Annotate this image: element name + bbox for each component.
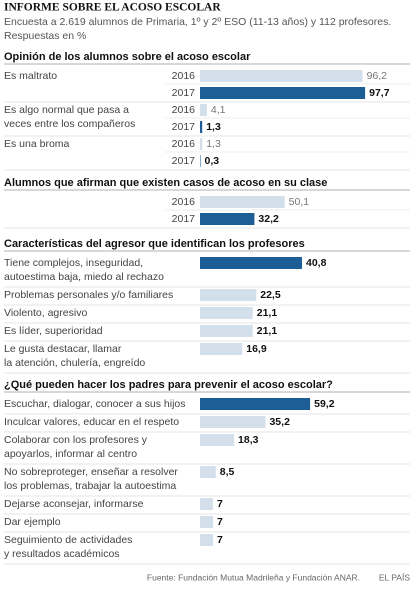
bar <box>200 398 311 410</box>
category-label: y resultados académicos <box>4 548 120 560</box>
value-label: 7 <box>217 516 223 528</box>
bar <box>200 257 302 269</box>
category-label: Tiene complejos, inseguridad, <box>4 257 143 269</box>
category-label: apoyarlos, informar al centro <box>4 448 137 460</box>
bar <box>200 534 214 546</box>
value-label: 7 <box>217 498 223 510</box>
value-label: 21,1 <box>257 307 278 319</box>
category-label: Le gusta destacar, llamar <box>4 343 122 355</box>
category-label: Seguimiento de actividades <box>4 534 132 546</box>
value-label: 59,2 <box>314 398 335 410</box>
credit: EL PAÍS <box>379 572 411 582</box>
year-label: 2017 <box>172 87 196 99</box>
section-title: Alumnos que afirman que existen casos de… <box>4 177 327 189</box>
value-label: 22,5 <box>260 289 281 301</box>
source: Fuente: Fundación Mutua Madrileña y Fund… <box>147 572 360 582</box>
category-label: autoestima baja, miedo al rechazo <box>4 271 164 283</box>
bar <box>200 138 203 150</box>
subtitle: Encuesta a 2.619 alumnos de Primaria, 1º… <box>4 16 391 28</box>
bar <box>200 498 214 510</box>
bar <box>200 434 235 446</box>
value-label: 4,1 <box>211 104 226 116</box>
bar <box>200 87 366 99</box>
value-label: 7 <box>217 534 223 546</box>
bar <box>200 213 255 225</box>
value-label: 32,2 <box>258 213 279 225</box>
value-label: 16,9 <box>246 343 267 355</box>
bar <box>200 104 207 116</box>
bar <box>200 325 253 337</box>
category-label: Colaborar con los profesores y <box>4 434 148 446</box>
year-label: 2017 <box>172 121 196 133</box>
bar <box>200 70 363 82</box>
year-label: 2016 <box>172 196 196 208</box>
year-label: 2016 <box>172 138 196 150</box>
value-label: 0,3 <box>205 155 220 167</box>
category-label: Es una broma <box>4 138 70 150</box>
year-label: 2017 <box>172 213 196 225</box>
category-label: Inculcar valores, educar en el respeto <box>4 416 179 428</box>
category-label: Problemas personales y/o familiares <box>4 289 173 301</box>
year-label: 2016 <box>172 70 196 82</box>
bar <box>200 343 243 355</box>
section-title: ¿Qué pueden hacer los padres para preven… <box>4 379 333 391</box>
bar <box>200 196 285 208</box>
category-label: los problemas, trabajar la autoestima <box>4 480 176 492</box>
section-title: Opinión de los alumnos sobre el acoso es… <box>4 51 251 63</box>
value-label: 21,1 <box>257 325 278 337</box>
value-label: 1,3 <box>206 121 221 133</box>
value-label: 1,3 <box>206 138 221 150</box>
value-label: 8,5 <box>220 466 235 478</box>
bar <box>200 289 257 301</box>
category-label: Escuchar, dialogar, conocer a sus hijos <box>4 398 186 410</box>
category-label: Dejarse aconsejar, informarse <box>4 498 144 510</box>
bar <box>200 121 203 133</box>
section-title: Características del agresor que identifi… <box>4 238 305 250</box>
bar <box>200 516 214 528</box>
category-label: Dar ejemplo <box>4 516 61 528</box>
bar <box>200 416 266 428</box>
value-label: 40,8 <box>306 257 327 269</box>
value-label: 97,7 <box>369 87 390 99</box>
category-label: Es líder, superioridad <box>4 325 103 337</box>
value-label: 50,1 <box>289 196 310 208</box>
title: INFORME SOBRE EL ACOSO ESCOLAR <box>4 2 221 14</box>
bar <box>200 466 216 478</box>
subtitle: Respuestas en % <box>4 30 86 42</box>
category-label: Es maltrato <box>4 70 57 82</box>
year-label: 2016 <box>172 104 196 116</box>
category-label: No sobreproteger, enseñar a resolver <box>4 466 178 478</box>
category-label: Violento, agresivo <box>4 307 87 319</box>
bar <box>200 155 201 167</box>
value-label: 96,2 <box>367 70 388 82</box>
year-label: 2017 <box>172 155 196 167</box>
value-label: 35,2 <box>269 416 290 428</box>
category-label: Es algo normal que pasa a <box>4 104 129 116</box>
value-label: 18,3 <box>238 434 259 446</box>
bar <box>200 307 253 319</box>
category-label: la atención, chulería, engreído <box>4 357 145 369</box>
category-label: veces entre los compañeros <box>4 118 135 130</box>
